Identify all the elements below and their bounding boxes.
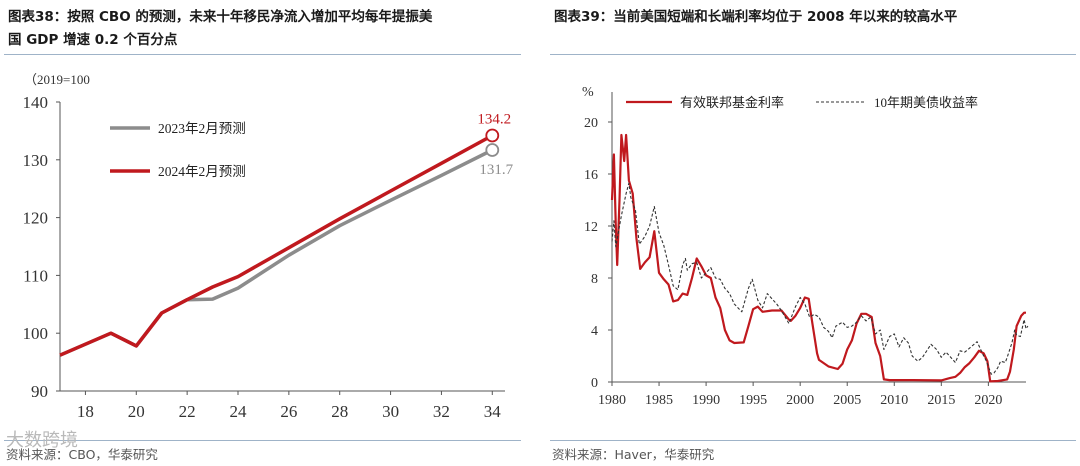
right-x-tick-label: 2005 (833, 393, 861, 408)
right-chart-title: 图表39：当前美国短端和长端利率均位于 2008 年以来的较高水平 (554, 6, 957, 28)
right-plot-area (612, 82, 1026, 382)
right-title-prefix: 图表39： (554, 9, 614, 25)
left-end-label-2024: 134.2 (477, 112, 511, 128)
right-y-tick-label: 8 (591, 272, 598, 287)
left-x-tick-label: 28 (331, 402, 348, 421)
right-y-tick-label: 4 (591, 324, 598, 339)
right-x-tick-label: 2020 (974, 393, 1002, 408)
left-title-line1: 按照 CBO 的预测，未来十年移民净流入增加平均每年提振美 (67, 9, 433, 25)
right-x-tick-label: 2015 (927, 393, 955, 408)
left-series-line (59, 133, 494, 357)
left-y-tick-label: 100 (23, 324, 49, 343)
right-series-fed-funds (610, 133, 1026, 383)
left-series-end-marker (485, 128, 500, 143)
left-x-tick-label: 32 (433, 402, 450, 421)
left-x-tick-label: 22 (179, 402, 196, 421)
left-y-tick-label: 120 (23, 209, 49, 228)
right-x-tick-label: 2010 (880, 393, 908, 408)
right-x-tick-label: 1995 (739, 393, 767, 408)
right-y-tick-label: 0 (591, 376, 598, 391)
left-legend-label: 2024年2月预测 (158, 164, 246, 179)
right-y-tick-label: 12 (584, 220, 598, 235)
left-chart-panel: 图表38：按照 CBO 的预测，未来十年移民净流入增加平均每年提振美 国 GDP… (0, 0, 525, 464)
watermark-logo: 大数跨境 (6, 430, 78, 451)
left-legend-label: 2023年2月预测 (158, 121, 246, 136)
right-legend-label-treasury: 10年期美债收益率 (874, 95, 978, 110)
left-end-label-2023: 131.7 (479, 162, 513, 178)
left-y-tick-label: 130 (23, 151, 49, 170)
left-x-tick-label: 30 (382, 402, 399, 421)
right-y-tick-label: 16 (584, 168, 598, 183)
right-x-tick-label: 2000 (786, 393, 814, 408)
left-unit-note: （2019=100 (24, 72, 90, 87)
left-x-tick-label: 20 (128, 402, 145, 421)
left-source-rule (4, 440, 521, 441)
right-x-tick-label: 1990 (692, 393, 720, 408)
left-source-text: 资料来源：CBO，华泰研究 (6, 447, 158, 462)
left-chart-title: 图表38：按照 CBO 的预测，未来十年移民净流入增加平均每年提振美 (8, 6, 432, 28)
left-y-tick-label: 140 (23, 93, 49, 112)
right-unit-label: % (582, 85, 594, 100)
left-y-tick-label: 110 (23, 266, 48, 285)
right-source-text: 资料来源：Haver，华泰研究 (552, 447, 715, 462)
right-series-treasury-10y (611, 182, 1029, 375)
right-title-line1: 当前美国短端和长端利率均位于 2008 年以来的较高水平 (613, 9, 958, 25)
right-chart-panel: 图表39：当前美国短端和长端利率均位于 2008 年以来的较高水平 % 20 16… (548, 0, 1080, 464)
left-series-end-marker (485, 143, 500, 157)
left-x-tick-label: 18 (77, 402, 94, 421)
left-title-line2: 国 GDP 增速 0.2 个百分点 (8, 32, 178, 48)
left-x-tick-label: 34 (484, 402, 502, 421)
right-source-rule (550, 440, 1076, 441)
left-y-tick-label: 90 (31, 382, 48, 401)
right-x-tick-label: 1980 (598, 393, 626, 408)
left-title-prefix: 图表38： (8, 9, 68, 25)
right-legend-label-fed: 有效联邦基金利率 (680, 95, 784, 110)
left-plot-area (60, 102, 505, 391)
right-title-rule (550, 54, 1076, 55)
left-x-tick-label: 26 (280, 402, 297, 421)
left-title-rule (4, 54, 521, 55)
left-line-chart: （2019=100 140 130 120 110 100 90 18 20 22 24 26 28 3… (23, 72, 514, 421)
right-x-tick-label: 1985 (645, 393, 673, 408)
right-y-tick-label: 20 (584, 116, 598, 131)
left-x-tick-label: 24 (230, 402, 248, 421)
